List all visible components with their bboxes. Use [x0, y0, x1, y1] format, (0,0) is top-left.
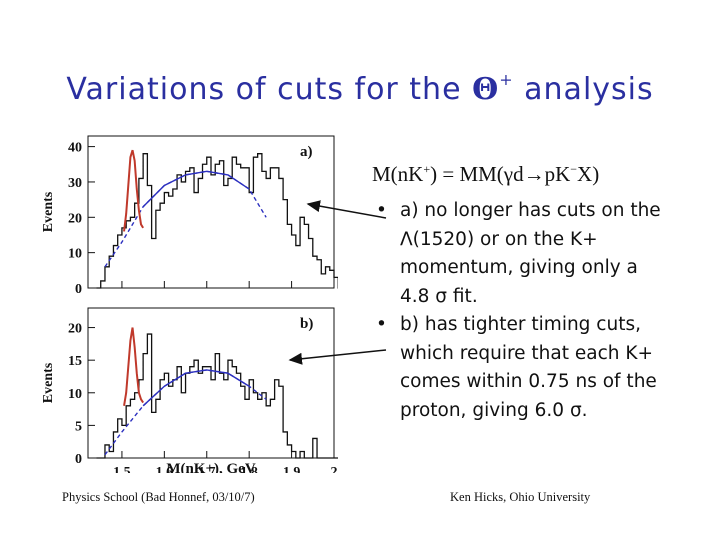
- y-tick-label: 10: [68, 387, 82, 402]
- formula-part: ) = MM(γd: [430, 162, 524, 186]
- formula-arrow: →: [523, 162, 545, 186]
- x-tick-label: 1.8: [240, 465, 258, 473]
- y-tick-label: 0: [75, 452, 82, 467]
- formula-sup: +: [423, 162, 431, 176]
- background-fit-curve: [142, 369, 250, 407]
- y-tick-label: 10: [68, 247, 82, 262]
- bullet-dot: •: [376, 200, 387, 221]
- bullet-item-b: • b) has tighter timing cuts, which requ…: [374, 311, 664, 425]
- bullet-list: • a) no longer has cuts on the Λ(1520) o…: [374, 197, 664, 425]
- bullet-text: b) has tighter timing cuts, which requir…: [400, 314, 657, 421]
- title-suffix: analysis: [513, 72, 654, 107]
- y-axis-label: Events: [41, 362, 56, 403]
- y-axis-label: Events: [41, 191, 56, 232]
- bullet-dot: •: [376, 314, 387, 335]
- formula-part: M(nK: [372, 162, 424, 186]
- footer-right: Ken Hicks, Ohio University: [450, 490, 591, 504]
- panel-label: a): [300, 144, 313, 160]
- title-prefix: Variations of cuts for the: [66, 72, 473, 107]
- bullet-text: a) no longer has cuts on the Λ(1520) or …: [400, 200, 661, 307]
- plot-frame: [87, 307, 335, 459]
- mass-formula: M(nK+) = MM(γd→pK−X): [372, 162, 599, 187]
- formula-part: X): [577, 162, 600, 186]
- formula-sup: −: [570, 162, 578, 176]
- histogram-series: [96, 333, 338, 459]
- theta-superscript: +: [499, 70, 514, 89]
- bullet-item-a: • a) no longer has cuts on the Λ(1520) o…: [374, 197, 664, 311]
- footer-left: Physics School (Bad Honnef, 03/10/7): [62, 490, 255, 504]
- x-tick-label: 1.5: [113, 465, 130, 473]
- y-tick-label: 0: [75, 282, 82, 297]
- y-tick-label: 40: [68, 141, 82, 156]
- histogram-figure: 0 10 20 30 40 Events a) 0 5 10 15 20 1.5 1.6 1.7 1.8 1.9…: [41, 135, 338, 473]
- y-tick-label: 5: [75, 419, 82, 434]
- panel-label: b): [300, 316, 313, 332]
- x-tick-label: 1.7: [198, 465, 216, 473]
- histogram-series: [96, 153, 338, 289]
- y-tick-label: 20: [68, 322, 82, 337]
- y-tick-label: 20: [68, 211, 82, 226]
- formula-part: pK: [544, 162, 571, 186]
- x-tick-label: 1.6: [156, 465, 174, 473]
- background-fit-curve: [142, 170, 250, 208]
- slide-title: Variations of cuts for the Θ+ analysis: [0, 70, 720, 107]
- theta-symbol: Θ: [472, 72, 500, 107]
- y-tick-label: 15: [68, 354, 82, 369]
- x-tick-label: 2: [331, 465, 338, 473]
- peak-fit-curve: [123, 327, 144, 406]
- peak-fit-curve: [123, 149, 144, 232]
- y-tick-label: 30: [68, 176, 82, 191]
- x-tick-label: 1.9: [283, 465, 301, 473]
- x-axis-label: M(nK+), GeV: [166, 461, 256, 473]
